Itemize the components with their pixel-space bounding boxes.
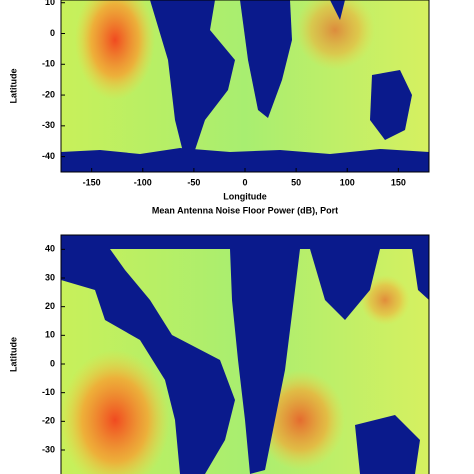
map-top [61,0,429,172]
map-bottom [61,235,429,474]
x-tick-label: 100 [340,177,355,187]
x-tick-label: 50 [291,177,301,187]
x-tick-label: -50 [187,177,200,187]
x-tick-label: 0 [242,177,247,187]
y-tick-label: 30 [45,272,55,282]
plot-frame [60,234,430,474]
y-tick-label: -30 [42,444,55,454]
y-axis-label: Latitude [8,69,18,104]
y-tick-label: 20 [45,301,55,311]
y-tick-label: 10 [45,330,55,340]
y-tick-label: -10 [42,59,55,69]
x-tick-label: -150 [83,177,101,187]
x-tick-label: 150 [391,177,406,187]
y-tick-label: 0 [50,28,55,38]
y-tick-label: 0 [50,358,55,368]
y-tick-label: 10 [45,0,55,7]
y-tick-label: -30 [42,120,55,130]
chart-title: Mean Antenna Noise Floor Power (dB), Por… [152,205,338,215]
y-tick-label: -40 [42,151,55,161]
y-tick-label: 40 [45,244,55,254]
y-tick-label: -10 [42,387,55,397]
x-axis-label: Longitude [223,191,267,201]
y-tick-label: -20 [42,416,55,426]
y-axis-label: Latitude [8,337,18,372]
y-tick-label: -20 [42,89,55,99]
x-tick-label: -100 [134,177,152,187]
